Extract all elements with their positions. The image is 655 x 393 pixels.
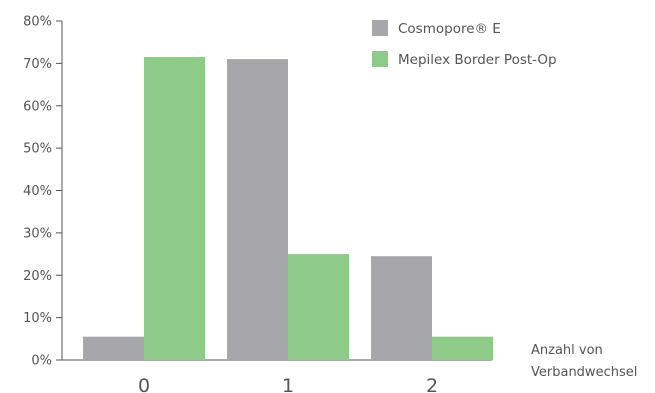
bar-cosmopore-1 xyxy=(227,59,288,360)
y-tick-label: 30% xyxy=(23,226,52,241)
y-tick-label: 20% xyxy=(23,269,52,284)
y-tick-label: 50% xyxy=(23,142,52,157)
y-tick-label: 70% xyxy=(23,57,52,72)
legend-label-cosmopore: Cosmopore® E xyxy=(398,21,501,37)
y-tick-label: 80% xyxy=(23,15,52,30)
y-tick-label: 40% xyxy=(23,184,52,199)
x-tick-label: 1 xyxy=(282,375,294,393)
legend-swatch-mepilex xyxy=(372,51,388,67)
bar-mepilex-1 xyxy=(288,254,349,360)
legend-label-mepilex: Mepilex Border Post-Op xyxy=(398,52,557,68)
y-tick-label: 0% xyxy=(31,354,52,369)
x-tick-label: 2 xyxy=(426,375,438,393)
bars xyxy=(83,57,493,361)
bar-mepilex-2 xyxy=(432,336,493,360)
y-axis: 0% 10% 20% 30% 40% 50% 60% 70% 80% xyxy=(23,15,63,369)
y-tick-label: 60% xyxy=(23,99,52,114)
bar-mepilex-0 xyxy=(144,57,205,361)
x-axis: 0 1 2 xyxy=(62,359,492,393)
bar-cosmopore-0 xyxy=(83,336,144,360)
x-axis-label: Anzahl von Verbandwechsel xyxy=(531,343,637,380)
bar-cosmopore-2 xyxy=(371,256,432,360)
y-tick-label: 10% xyxy=(23,311,52,326)
x-axis-label-line: Verbandwechsel xyxy=(531,365,637,380)
x-axis-label-line: Anzahl von xyxy=(531,343,603,358)
legend-swatch-cosmopore xyxy=(372,20,388,36)
legend: Cosmopore® E Mepilex Border Post-Op xyxy=(372,20,557,68)
x-tick-label: 0 xyxy=(138,375,150,393)
